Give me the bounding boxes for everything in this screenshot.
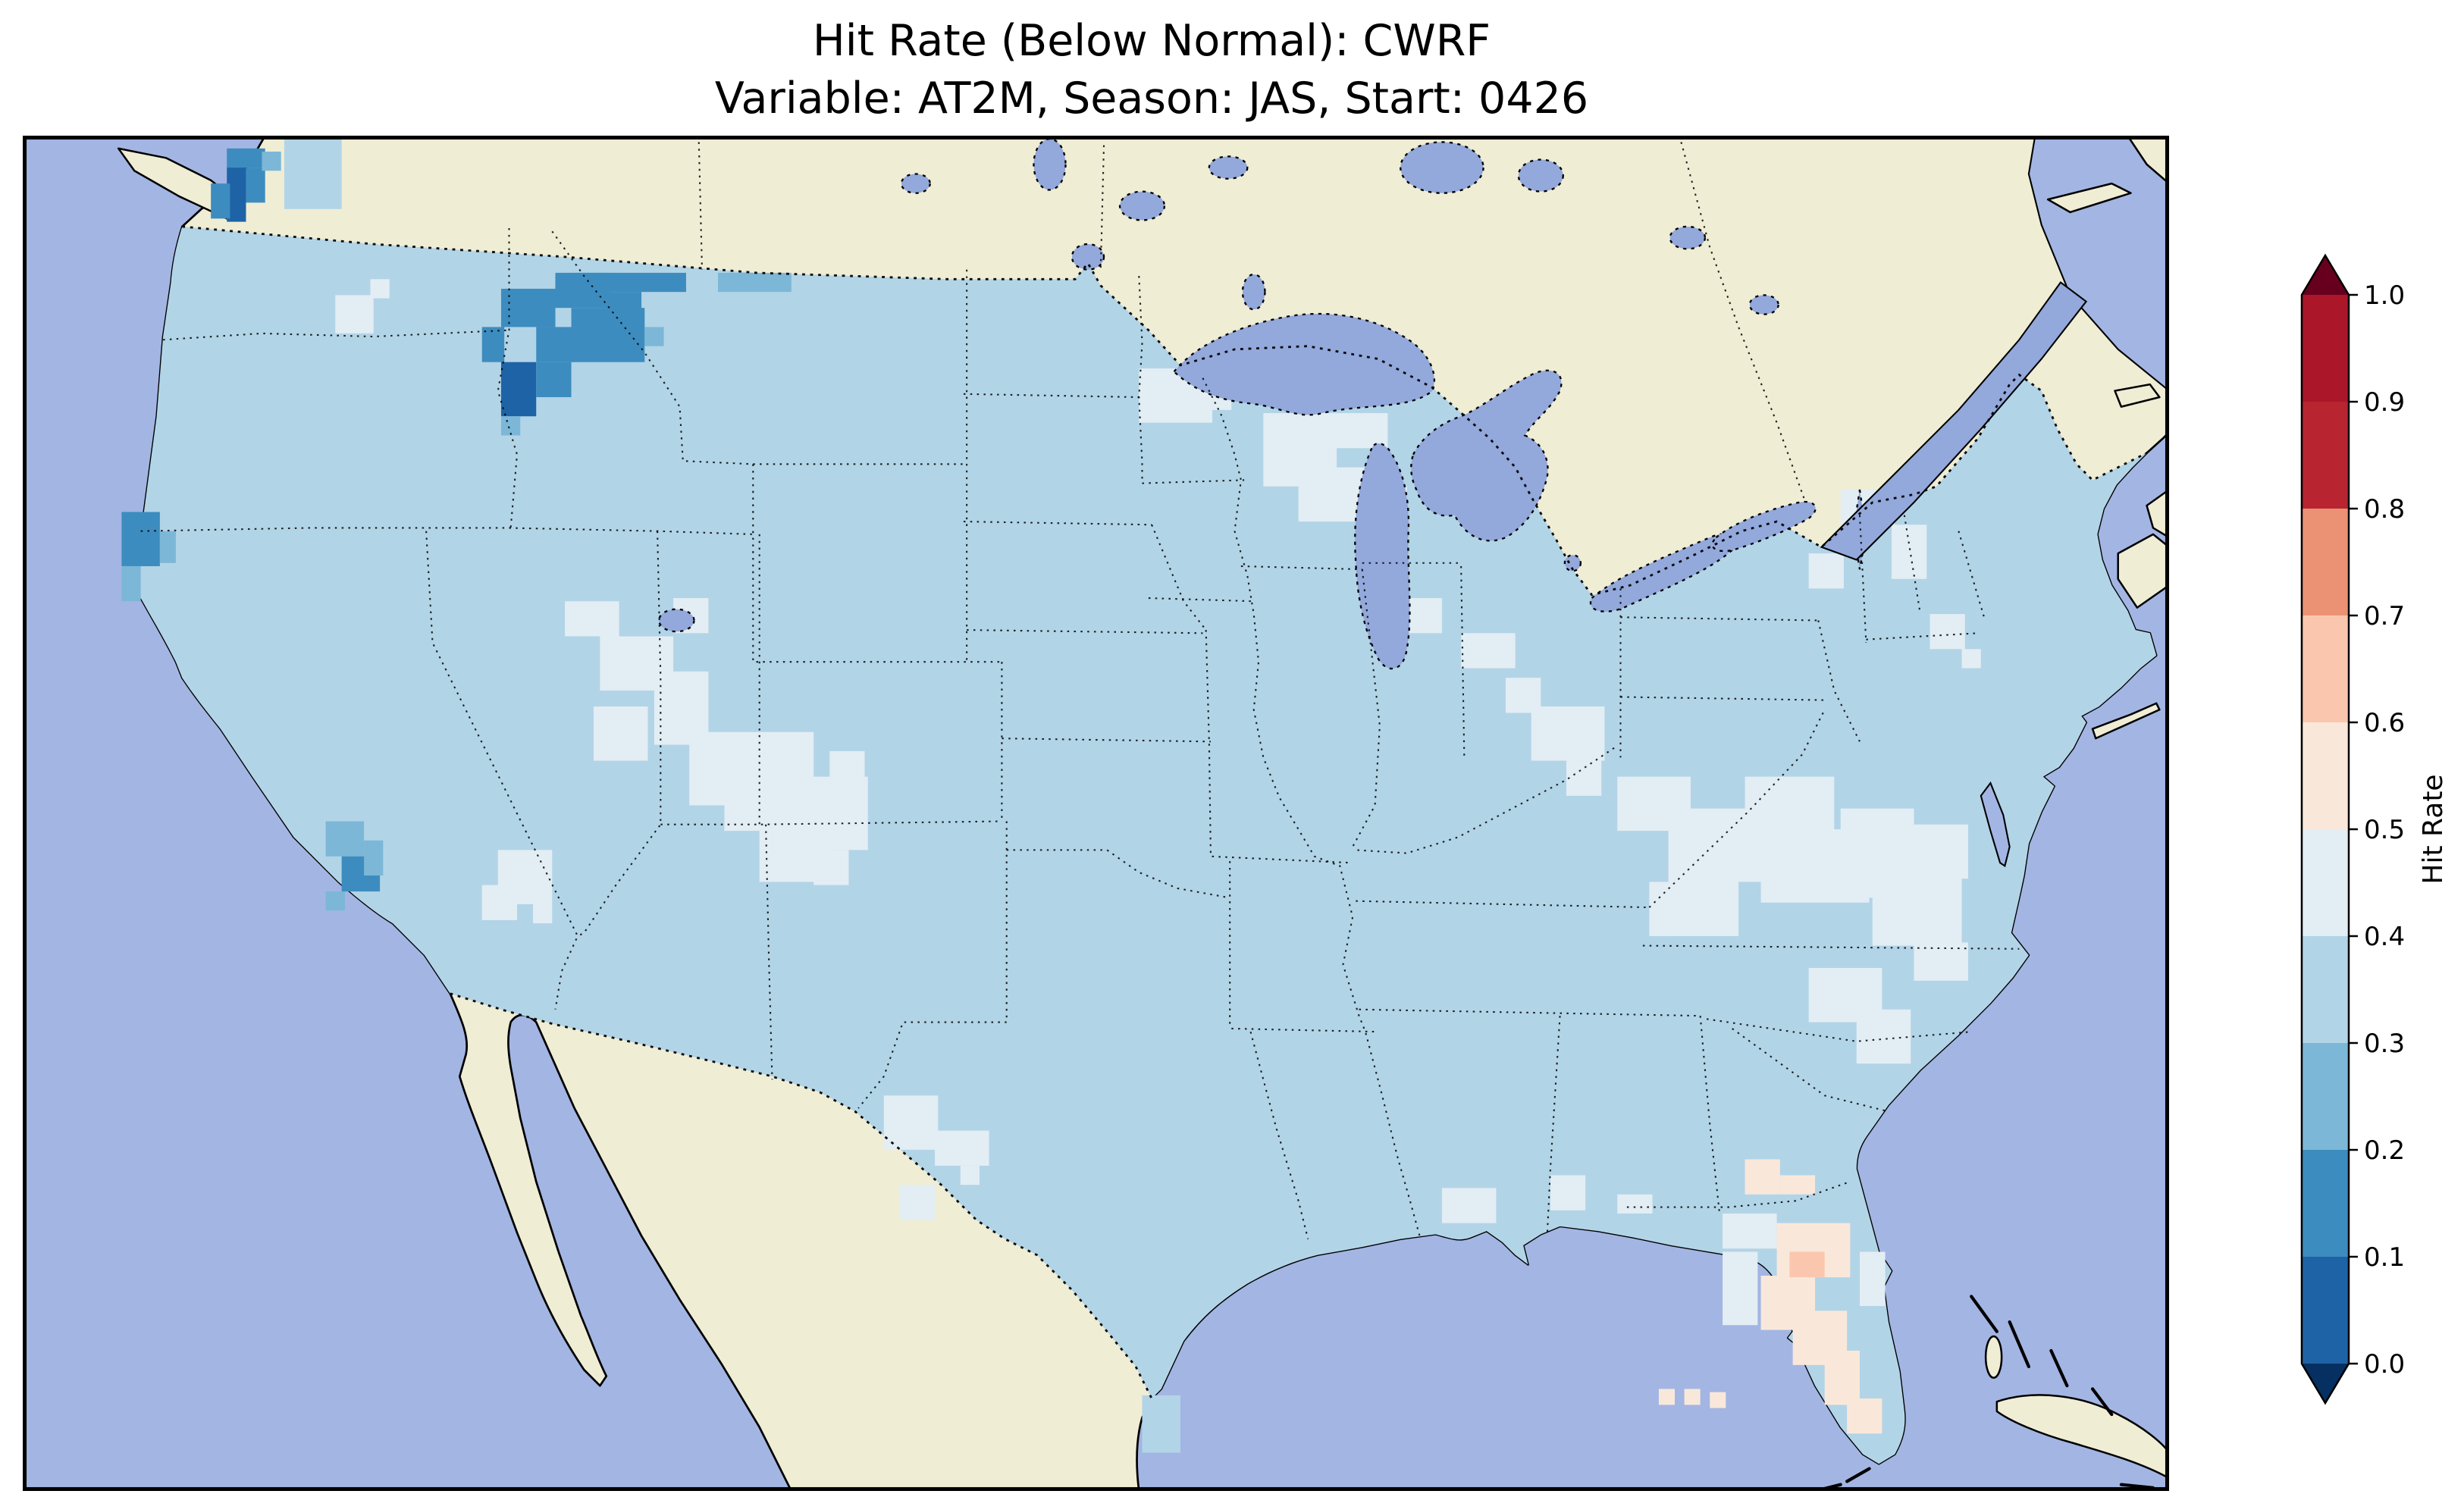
colorbar-segment — [2302, 295, 2349, 402]
colorbar-tick-label: 0.6 — [2364, 708, 2405, 738]
colorbar-segment — [2302, 936, 2349, 1043]
andros-island — [1984, 1335, 2003, 1379]
colorbar-segment — [2302, 1257, 2349, 1364]
colorbar-tick-label: 1.0 — [2364, 280, 2405, 311]
colorbar-segment — [2302, 829, 2349, 936]
lake-superior — [1172, 312, 1436, 416]
colorbar-tick-label: 0.0 — [2364, 1349, 2405, 1380]
state-borders — [140, 142, 2020, 1239]
great-lakes — [658, 138, 1867, 670]
colorbar-tick-label: 0.5 — [2364, 815, 2405, 845]
colorbar-segment — [2302, 402, 2349, 509]
colorbar-tick-label: 0.3 — [2364, 1029, 2405, 1059]
cuba — [1995, 1394, 2169, 1480]
colorbar-tick-label: 0.8 — [2364, 494, 2405, 525]
st-lawrence-river — [1820, 281, 2088, 561]
chart-subtitle: Variable: AT2M, Season: JAS, Start: 0426 — [714, 74, 1589, 124]
map-frame — [23, 136, 2169, 1491]
hit-rate-grid-patches — [121, 136, 1981, 1453]
colorbar-segment — [2302, 1150, 2349, 1257]
canada-us-border — [182, 225, 2148, 597]
islands — [1813, 136, 2169, 1491]
colorbar-segment — [2302, 509, 2349, 615]
colorbar-tick-label: 0.7 — [2364, 601, 2405, 631]
colorbar-axis-label: Hit Rate — [2418, 774, 2449, 884]
colorbar: 1.0 0.9 0.8 0.7 0.6 0.5 0.4 0.3 0.2 0.1 0.0 Hit Rat… — [2300, 253, 2449, 1405]
lake-ontario — [1711, 500, 1817, 553]
prince-edward-island — [2114, 383, 2161, 408]
lake-st-clair — [1563, 554, 1582, 572]
long-island — [2091, 702, 2161, 740]
chart-title: Hit Rate (Below Normal): CWRF — [812, 16, 1491, 66]
colorbar-tick-label: 0.4 — [2364, 922, 2405, 952]
colorbar-segment — [2302, 615, 2349, 722]
lake-huron — [1410, 369, 1563, 542]
us-data-region — [127, 226, 2157, 1464]
newfoundland — [2127, 136, 2169, 185]
colorbar-tick-label: 0.1 — [2364, 1242, 2405, 1273]
colorbar-tick-label: 0.9 — [2364, 387, 2405, 418]
colorbar-tick-label: 0.2 — [2364, 1135, 2405, 1166]
colorbar-segment — [2302, 1043, 2349, 1150]
lake-michigan — [1354, 442, 1411, 670]
bahamas — [1970, 1295, 2114, 1417]
map-canvas — [23, 136, 2169, 1491]
anticosti-island — [2046, 182, 2132, 214]
nova-scotia — [2117, 533, 2169, 609]
colorbar-over-arrow — [2302, 255, 2349, 295]
lake-erie — [1589, 532, 1738, 612]
colorbar-segment — [2302, 722, 2349, 829]
cape-breton — [2146, 488, 2169, 539]
colorbar-under-arrow — [2302, 1364, 2349, 1403]
chesapeake-bay — [1980, 781, 2011, 868]
great-salt-lake — [658, 608, 695, 633]
